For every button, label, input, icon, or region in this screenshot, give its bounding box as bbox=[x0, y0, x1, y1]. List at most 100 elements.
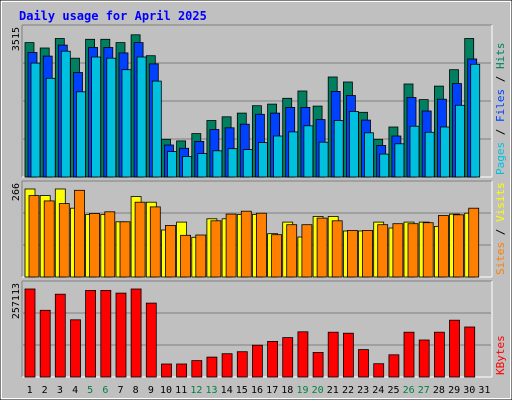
bar-kbytes-day-3 bbox=[54, 293, 66, 378]
bar-sites-day-18 bbox=[286, 224, 298, 278]
legend-entry: Hits bbox=[494, 43, 507, 70]
bar-sites-day-23 bbox=[362, 229, 373, 278]
x-tick-label: 31 bbox=[478, 385, 490, 396]
series-pages bbox=[30, 50, 481, 178]
bar-pages-day-6 bbox=[106, 57, 117, 178]
bar-sites-day-24 bbox=[377, 224, 389, 278]
bar-sites-day-7 bbox=[119, 221, 131, 278]
bar-pages-day-2 bbox=[45, 77, 56, 178]
x-tick-label: 7 bbox=[117, 385, 123, 396]
bar-kbytes-day-28 bbox=[433, 331, 445, 378]
bar-sites-day-4 bbox=[74, 189, 85, 278]
bar-kbytes-day-24 bbox=[373, 363, 385, 378]
bar-pages-day-9 bbox=[151, 80, 162, 178]
bar-kbytes-day-17 bbox=[267, 340, 279, 378]
bar-pages-day-15 bbox=[242, 149, 253, 178]
x-tick-label: 23 bbox=[357, 385, 369, 396]
bar-pages-day-13 bbox=[212, 150, 223, 178]
legend-entry: KBytes bbox=[494, 335, 507, 375]
bar-kbytes-day-12 bbox=[191, 360, 203, 378]
x-tick-label: 13 bbox=[205, 385, 217, 396]
bar-kbytes-day-25 bbox=[388, 354, 400, 378]
bar-kbytes-day-7 bbox=[115, 292, 127, 378]
x-tick-label: 5 bbox=[87, 385, 93, 396]
x-tick-label: 4 bbox=[72, 385, 78, 396]
bar-sites-day-15 bbox=[240, 210, 252, 278]
bar-kbytes-day-20 bbox=[312, 351, 324, 378]
bar-pages-day-28 bbox=[439, 126, 450, 178]
bar-pages-day-29 bbox=[455, 104, 465, 178]
y-max-label: 266 bbox=[11, 183, 22, 201]
bar-kbytes-day-14 bbox=[221, 353, 233, 378]
legend-entry: Sites bbox=[494, 242, 507, 275]
bar-sites-day-2 bbox=[43, 200, 55, 278]
bar-pages-day-30 bbox=[470, 63, 481, 178]
y-max-label: 257113 bbox=[11, 283, 22, 319]
bar-pages-day-26 bbox=[409, 125, 420, 178]
bar-pages-day-12 bbox=[197, 153, 208, 178]
bar-sites-day-20 bbox=[316, 217, 328, 278]
panel-kbytes: 257113 KBytes bbox=[11, 280, 507, 378]
bar-sites-day-22 bbox=[346, 229, 358, 278]
legend-entry: / bbox=[494, 69, 507, 89]
x-tick-label: 6 bbox=[102, 385, 108, 396]
x-tick-label: 25 bbox=[387, 385, 399, 396]
bar-sites-day-28 bbox=[437, 215, 449, 278]
legend-sites: Sites / Visits bbox=[494, 182, 507, 275]
bar-sites-day-17 bbox=[271, 234, 283, 278]
bar-pages-day-22 bbox=[348, 111, 359, 178]
bar-pages-day-4 bbox=[76, 91, 86, 178]
bar-kbytes-day-29 bbox=[449, 319, 460, 378]
bar-sites-day-19 bbox=[301, 224, 313, 278]
x-tick-label: 19 bbox=[296, 385, 308, 396]
x-tick-label: 14 bbox=[221, 385, 233, 396]
bar-pages-day-17 bbox=[273, 135, 284, 178]
bar-sites-day-1 bbox=[28, 195, 40, 278]
bar-kbytes-day-19 bbox=[297, 331, 309, 378]
chart-panels: 3515 Pages / Files / Hits 266 Sites / Visit… bbox=[11, 24, 507, 378]
bar-pages-day-8 bbox=[136, 56, 147, 178]
x-tick-label: 29 bbox=[448, 385, 460, 396]
bar-kbytes-day-21 bbox=[327, 331, 339, 378]
x-tick-label: 10 bbox=[160, 385, 172, 396]
bar-pages-day-24 bbox=[379, 153, 390, 178]
x-tick-label: 11 bbox=[175, 385, 187, 396]
bar-sites-day-27 bbox=[422, 222, 434, 278]
bar-sites-day-26 bbox=[407, 223, 419, 278]
x-tick-label: 27 bbox=[418, 385, 430, 396]
x-tick-label: 1 bbox=[27, 385, 33, 396]
bar-pages-day-20 bbox=[318, 141, 329, 178]
y-max-label: 3515 bbox=[11, 27, 22, 51]
bar-kbytes-day-16 bbox=[251, 344, 263, 378]
bar-kbytes-day-26 bbox=[403, 331, 415, 378]
bar-sites-day-29 bbox=[453, 214, 464, 278]
bar-kbytes-day-1 bbox=[24, 288, 36, 378]
bar-pages-day-16 bbox=[257, 142, 268, 178]
legend-usage: Pages / Files / Hits bbox=[494, 43, 507, 176]
bar-kbytes-day-18 bbox=[282, 337, 294, 378]
bar-sites-day-5 bbox=[89, 213, 100, 278]
x-tick-label: 9 bbox=[148, 385, 154, 396]
x-tick-label: 20 bbox=[312, 385, 324, 396]
bar-sites-day-11 bbox=[180, 234, 192, 278]
panel-sites: 266 Sites / Visits bbox=[11, 180, 507, 278]
bar-pages-day-25 bbox=[394, 143, 405, 178]
bar-pages-day-19 bbox=[303, 125, 314, 178]
bar-pages-day-11 bbox=[182, 156, 193, 178]
bar-sites-day-9 bbox=[149, 206, 161, 278]
bar-kbytes-day-6 bbox=[100, 289, 112, 378]
legend-entry: / bbox=[494, 222, 507, 242]
bar-pages-day-1 bbox=[30, 62, 41, 178]
series-kbytes bbox=[24, 288, 476, 378]
series-sites bbox=[28, 189, 480, 278]
legend-entry: / bbox=[494, 122, 507, 142]
bar-pages-day-5 bbox=[91, 56, 101, 178]
bar-pages-day-18 bbox=[288, 131, 299, 178]
bar-kbytes-day-13 bbox=[206, 356, 218, 378]
bar-pages-day-14 bbox=[227, 148, 238, 178]
bar-pages-day-21 bbox=[333, 120, 344, 178]
x-tick-label: 28 bbox=[433, 385, 445, 396]
panel-usage: 3515 Pages / Files / Hits bbox=[11, 24, 507, 178]
bar-sites-day-3 bbox=[58, 203, 70, 278]
